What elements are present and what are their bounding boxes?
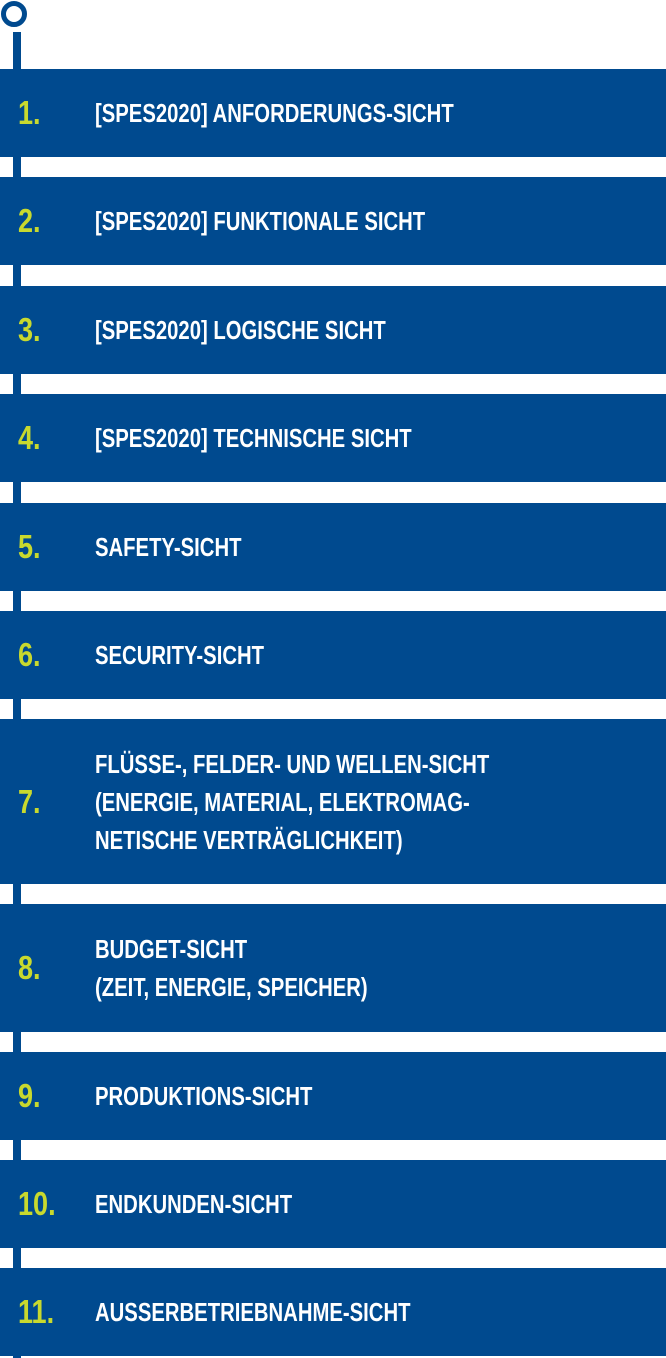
view-number: 10. [18,1185,56,1222]
view-number: 8. [18,949,41,986]
view-label: ENDKUNDEN-SICHT [95,1189,293,1219]
view-band-11: 11. AUSSERBETRIEBNAHME-SICHT [0,1268,666,1356]
view-band-8: 8. BUDGET-SICHT (ZEIT, ENERGIE, SPEICHER… [0,904,666,1032]
view-number: 9. [18,1077,41,1114]
view-number: 5. [18,528,41,565]
view-band-10: 10. ENDKUNDEN-SICHT [0,1160,666,1248]
view-label: [SPES2020] ANFORDERUNGS-SICHT [95,98,454,128]
view-label: [SPES2020] LOGISCHE SICHT [95,315,386,345]
view-band-2: 2. [SPES2020] FUNKTIONALE SICHT [0,177,666,265]
view-label: BUDGET-SICHT (ZEIT, ENERGIE, SPEICHER) [95,934,368,1002]
view-number: 3. [18,311,41,348]
view-label: AUSSERBETRIEBNAHME-SICHT [95,1297,411,1327]
view-number: 4. [18,419,41,456]
view-number: 1. [18,94,41,131]
view-number: 7. [18,782,41,820]
view-band-5: 5. SAFETY-SICHT [0,503,666,591]
view-band-3: 3. [SPES2020] LOGISCHE SICHT [0,286,666,374]
view-band-4: 4. [SPES2020] TECHNISCHE SICHT [0,394,666,482]
view-label: SAFETY-SICHT [95,532,242,562]
view-number: 6. [18,636,41,673]
view-band-1: 1. [SPES2020] ANFORDERUNGS-SICHT [0,69,666,157]
view-number: 2. [18,202,41,239]
view-label: [SPES2020] TECHNISCHE SICHT [95,423,412,453]
view-band-7: 7. FLÜSSE-, FELDER- UND WELLEN-SICHT (EN… [0,719,666,884]
view-band-9: 9. PRODUKTIONS-SICHT [0,1052,666,1140]
view-label: [SPES2020] FUNKTIONALE SICHT [95,206,426,236]
view-label: SECURITY-SICHT [95,640,265,670]
view-label: FLÜSSE-, FELDER- UND WELLEN-SICHT (ENERG… [95,748,490,855]
view-label: PRODUKTIONS-SICHT [95,1081,313,1111]
view-number: 11. [18,1293,55,1330]
timeline-start-circle-icon [1,1,27,27]
view-band-6: 6. SECURITY-SICHT [0,611,666,699]
